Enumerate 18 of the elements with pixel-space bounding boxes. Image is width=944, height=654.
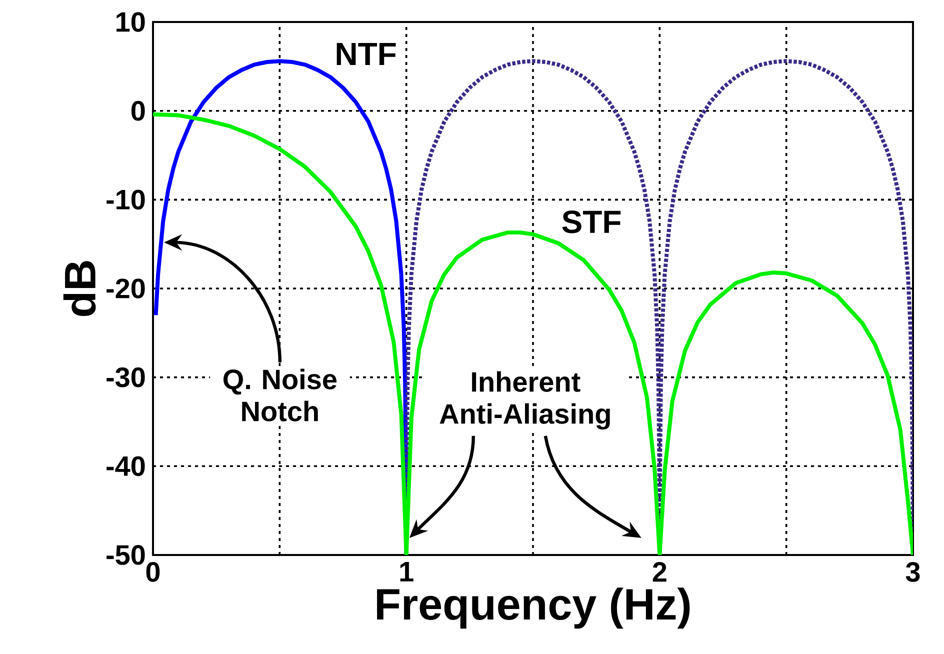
y-tick-label: 0 [131, 100, 145, 121]
y-tick-label: -50 [106, 545, 145, 565]
y-tick-label: -30 [106, 367, 145, 388]
y-tick-label: -40 [106, 456, 145, 476]
series-label: STF [562, 210, 621, 234]
y-tick-label: 10 [116, 12, 145, 32]
y-axis-title: dB [63, 261, 96, 316]
x-tick-label: 1 [400, 562, 414, 582]
y-tick-label: -20 [106, 278, 145, 298]
x-tick-label: 3 [906, 562, 920, 582]
x-axis-title: Frequency (Hz) [377, 588, 690, 629]
series-label: NTF [336, 42, 396, 65]
annotation: Q. Noise Notch [224, 368, 337, 422]
line-series [153, 112, 913, 555]
x-tick-label: 0 [146, 562, 160, 582]
x-tick-label: 2 [652, 562, 666, 582]
y-tick-label: -10 [106, 190, 145, 210]
annotation: Inherent Anti-Aliasing [440, 371, 610, 430]
